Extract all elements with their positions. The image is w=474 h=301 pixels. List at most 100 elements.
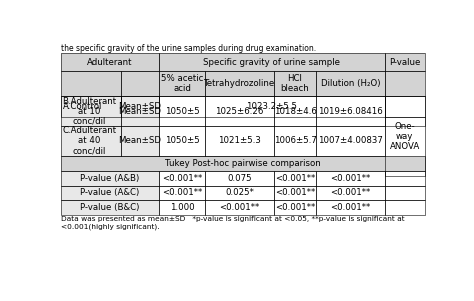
Bar xyxy=(316,71,385,96)
Bar xyxy=(61,96,121,126)
Bar xyxy=(159,53,385,71)
Bar xyxy=(121,96,159,126)
Bar xyxy=(205,185,274,200)
Bar xyxy=(316,96,385,126)
Bar xyxy=(274,96,316,126)
Text: Tukey Post-hoc pairwise comparison: Tukey Post-hoc pairwise comparison xyxy=(165,159,321,168)
Bar xyxy=(385,200,425,215)
Bar xyxy=(205,126,274,156)
Bar xyxy=(316,126,385,156)
Bar xyxy=(385,96,425,126)
Bar xyxy=(205,171,274,185)
Bar xyxy=(385,171,425,185)
Bar xyxy=(205,200,274,215)
Bar xyxy=(159,200,205,215)
Text: Adulterant: Adulterant xyxy=(87,57,133,67)
Text: P-value (A&C): P-value (A&C) xyxy=(80,188,139,197)
Bar xyxy=(385,117,425,176)
Bar xyxy=(61,185,159,200)
Text: Tetrahydrozoline: Tetrahydrozoline xyxy=(204,79,275,88)
Bar xyxy=(121,126,159,156)
Bar xyxy=(385,185,425,200)
Bar xyxy=(274,171,316,185)
Bar xyxy=(274,71,316,96)
Bar xyxy=(159,71,205,96)
Text: Mean±SD: Mean±SD xyxy=(118,107,161,116)
Bar xyxy=(159,53,385,71)
Bar xyxy=(274,96,316,126)
Text: HCl
bleach: HCl bleach xyxy=(281,74,310,93)
Text: <0.001**: <0.001** xyxy=(219,203,260,212)
Bar xyxy=(205,71,274,96)
Text: 1023.2±5.5: 1023.2±5.5 xyxy=(246,102,297,111)
Bar xyxy=(316,185,385,200)
Bar xyxy=(385,96,425,126)
Bar xyxy=(61,200,159,215)
Bar xyxy=(159,126,205,156)
Bar xyxy=(159,96,385,117)
Bar xyxy=(205,71,274,96)
Text: 1019±6.08416: 1019±6.08416 xyxy=(318,107,383,116)
Bar xyxy=(316,200,385,215)
Text: 1.000: 1.000 xyxy=(170,203,194,212)
Bar xyxy=(205,96,274,126)
Bar xyxy=(61,96,121,117)
Bar xyxy=(121,96,159,117)
Bar xyxy=(316,171,385,185)
Bar xyxy=(205,126,274,156)
Bar xyxy=(316,126,385,156)
Text: 1007±4.00837: 1007±4.00837 xyxy=(318,136,383,145)
Bar xyxy=(205,185,274,200)
Bar xyxy=(61,156,425,171)
Bar xyxy=(61,185,159,200)
Text: Mean±SD: Mean±SD xyxy=(118,136,161,145)
Bar xyxy=(61,126,121,156)
Text: Specific gravity of urine sample: Specific gravity of urine sample xyxy=(203,57,340,67)
Text: the specific gravity of the urine samples during drug examination.: the specific gravity of the urine sample… xyxy=(61,44,316,53)
Text: 5% acetic
acid: 5% acetic acid xyxy=(161,74,203,93)
Bar xyxy=(385,96,425,117)
Text: Data was presented as mean±SD   *p-value is significant at <0.05, **p-value is s: Data was presented as mean±SD *p-value i… xyxy=(61,216,405,230)
Text: 1018±4.6: 1018±4.6 xyxy=(273,107,317,116)
Bar xyxy=(159,171,205,185)
Bar xyxy=(274,200,316,215)
Bar xyxy=(316,200,385,215)
Text: C.Adulterant
at 40
conc/dil: C.Adulterant at 40 conc/dil xyxy=(63,126,117,156)
Bar xyxy=(274,185,316,200)
Text: A.Control: A.Control xyxy=(63,102,102,111)
Text: <0.001**: <0.001** xyxy=(275,174,315,183)
Text: <0.001**: <0.001** xyxy=(162,188,202,197)
Bar xyxy=(385,117,425,176)
Text: P-value: P-value xyxy=(389,57,420,67)
Bar xyxy=(61,53,159,71)
Bar xyxy=(274,171,316,185)
Text: 1025±6.26: 1025±6.26 xyxy=(215,107,264,116)
Bar xyxy=(385,185,425,200)
Bar xyxy=(61,126,121,156)
Bar xyxy=(385,53,425,71)
Bar xyxy=(159,185,205,200)
Bar xyxy=(121,71,159,96)
Bar xyxy=(274,71,316,96)
Text: 0.075: 0.075 xyxy=(228,174,252,183)
Bar xyxy=(159,96,205,126)
Bar xyxy=(121,96,159,117)
Bar xyxy=(61,53,159,71)
Text: <0.001**: <0.001** xyxy=(330,188,371,197)
Bar xyxy=(316,185,385,200)
Bar xyxy=(61,156,425,171)
Bar xyxy=(385,71,425,96)
Bar xyxy=(159,185,205,200)
Text: B.Adulterant
at 10
conc/dil: B.Adulterant at 10 conc/dil xyxy=(63,97,117,126)
Bar xyxy=(316,171,385,185)
Bar xyxy=(205,96,274,126)
Bar xyxy=(274,185,316,200)
Bar xyxy=(159,126,205,156)
Bar xyxy=(385,71,425,96)
Text: 1006±5.7: 1006±5.7 xyxy=(273,136,317,145)
Bar xyxy=(61,96,121,126)
Bar xyxy=(61,71,121,96)
Bar xyxy=(316,96,385,126)
Text: 0.025*: 0.025* xyxy=(225,188,254,197)
Text: One-
way
ANOVA: One- way ANOVA xyxy=(390,122,420,151)
